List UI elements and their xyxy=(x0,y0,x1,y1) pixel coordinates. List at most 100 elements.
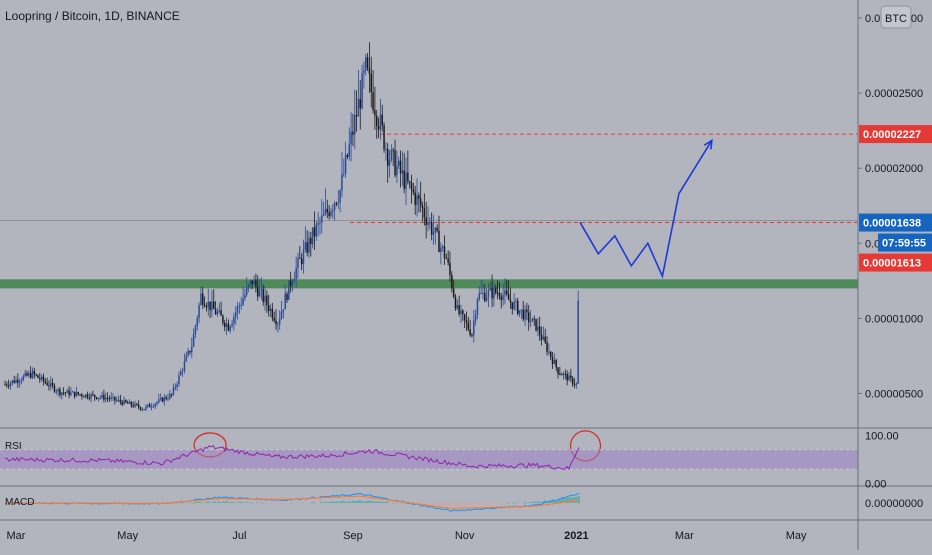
rsi-line xyxy=(5,444,580,471)
macd-histogram-bar xyxy=(348,501,350,503)
macd-histogram-bar xyxy=(300,503,302,504)
candle-body xyxy=(154,403,156,407)
candle-body xyxy=(284,293,286,310)
macd-histogram-bar xyxy=(220,502,222,503)
candle-body xyxy=(141,409,144,411)
candle xyxy=(460,304,462,324)
candle-body xyxy=(321,215,323,223)
candle xyxy=(467,316,470,332)
candle-body xyxy=(343,173,345,175)
candle-body xyxy=(326,208,329,213)
candle xyxy=(500,292,503,309)
candle xyxy=(150,403,153,411)
candle-body xyxy=(306,242,308,253)
candle xyxy=(18,378,21,388)
candle xyxy=(15,376,17,384)
candle-body xyxy=(357,98,360,117)
price-pane[interactable] xyxy=(0,42,858,462)
candle xyxy=(341,151,343,198)
candle-body xyxy=(570,375,572,378)
candle-body xyxy=(126,402,129,404)
candle-body xyxy=(363,70,365,74)
candle xyxy=(295,256,297,287)
macd-axis-ticks: 0.00000000 xyxy=(865,498,923,510)
candle-body xyxy=(106,397,109,399)
macd-histogram-bar xyxy=(276,503,278,504)
candle-body xyxy=(247,284,250,288)
candle-body xyxy=(73,391,76,397)
price-label: 0.00001638 xyxy=(859,213,932,232)
candle-body xyxy=(64,392,67,394)
macd-histogram-bar xyxy=(400,502,402,504)
candle-body xyxy=(498,292,501,297)
candle-body xyxy=(242,298,244,305)
candle xyxy=(73,391,76,399)
candle xyxy=(553,353,556,365)
macd-histogram-bar xyxy=(482,503,484,505)
candle-body xyxy=(520,309,523,311)
candle-body xyxy=(515,300,517,302)
candle-body xyxy=(220,310,222,316)
candle-body xyxy=(300,258,303,265)
candle xyxy=(421,201,424,222)
macd-histogram-bar xyxy=(484,503,486,504)
candle xyxy=(330,207,332,219)
macd-histogram-bar xyxy=(372,501,374,503)
macd-histogram-bar xyxy=(284,503,286,505)
candle-body xyxy=(233,316,235,324)
macd-histogram-bar xyxy=(302,502,304,504)
candle xyxy=(48,380,50,391)
candle-body xyxy=(7,385,10,387)
candle xyxy=(396,150,398,183)
macd-histogram-bar xyxy=(424,503,426,504)
candle-body xyxy=(322,214,325,216)
candle-body xyxy=(26,373,28,376)
candle xyxy=(207,288,210,316)
candle-body xyxy=(137,404,140,408)
candle xyxy=(245,277,248,297)
candle xyxy=(9,381,12,390)
candle-body xyxy=(436,227,438,231)
candle xyxy=(364,54,367,76)
candle-body xyxy=(255,280,257,287)
candle-body xyxy=(223,322,226,328)
price-label-box xyxy=(859,213,932,232)
candle xyxy=(487,283,490,308)
rsi-pane[interactable]: RSI xyxy=(0,427,932,471)
price-label-box xyxy=(859,253,932,272)
candle xyxy=(216,307,219,318)
candle xyxy=(269,304,272,318)
macd-histogram-bar xyxy=(336,501,338,503)
candle xyxy=(82,395,85,398)
time-axis[interactable]: Mar May Jul Sep Nov 2021 Mar May xyxy=(0,519,932,542)
candle-body xyxy=(500,296,503,300)
candle xyxy=(339,188,341,213)
candle-body xyxy=(152,406,155,408)
candle-body xyxy=(438,230,440,253)
macd-histogram-bar xyxy=(294,503,296,504)
candle-body xyxy=(125,400,127,403)
macd-pane[interactable]: MACD xyxy=(0,485,932,513)
price-label: 0.00002227 xyxy=(859,125,932,144)
macd-tick-label: 0.00000000 xyxy=(865,498,923,510)
candle xyxy=(213,289,215,310)
candle xyxy=(286,291,288,303)
rsi-title: RSI xyxy=(5,441,22,452)
candle xyxy=(516,297,519,316)
macd-histogram-bar xyxy=(236,502,238,504)
candle xyxy=(392,147,394,167)
symbol-title: Loopring / Bitcoin, 1D, BINANCE xyxy=(5,9,180,23)
macd-histogram-bar xyxy=(308,503,310,504)
candle xyxy=(255,273,257,293)
candle-body xyxy=(245,287,248,295)
macd-histogram-bar xyxy=(464,503,466,506)
rsi-band xyxy=(0,449,858,470)
candle-body xyxy=(46,382,48,386)
currency-badge[interactable]: BTC xyxy=(880,5,912,29)
candle-body xyxy=(302,249,305,265)
candle xyxy=(363,61,365,89)
macd-histogram-bar xyxy=(242,502,244,503)
price-axis[interactable]: 0.000005000.000010000.000015000.00002000… xyxy=(857,0,932,550)
